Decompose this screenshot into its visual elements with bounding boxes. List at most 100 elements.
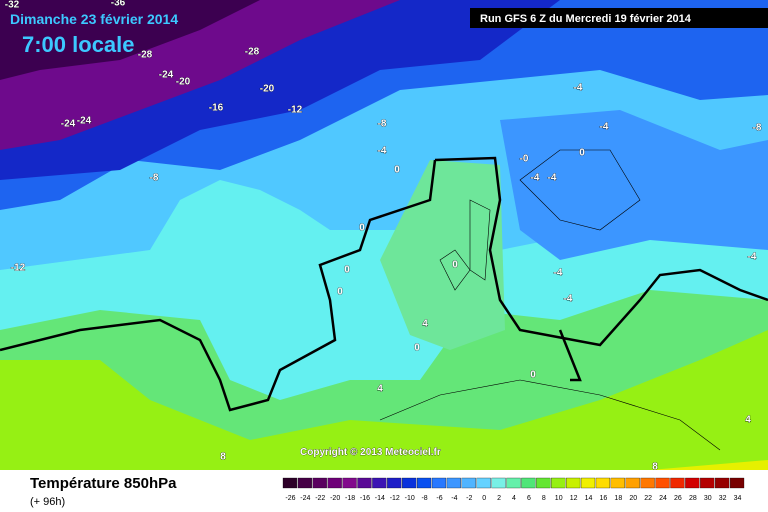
legend-swatch: [566, 477, 581, 489]
contour-label: -24: [61, 119, 76, 130]
legend-label: -4: [451, 495, 457, 502]
legend-label: 18: [614, 495, 622, 502]
legend-label: 24: [659, 495, 667, 502]
legend-swatch: [521, 477, 536, 489]
legend-label: 26: [674, 495, 682, 502]
contour-label: -28: [245, 47, 260, 58]
contour-label: -20: [260, 84, 275, 95]
legend-swatch: [431, 477, 447, 489]
legend-label: -24: [300, 495, 310, 502]
contour-label: 8: [652, 462, 658, 473]
legend-swatch: [729, 477, 745, 489]
contour-label: -8: [150, 173, 159, 184]
legend-label: -8: [421, 495, 427, 502]
legend-label: 12: [570, 495, 578, 502]
legend-label: -16: [360, 495, 370, 502]
footer-lead: (+ 96h): [30, 496, 65, 508]
legend-swatch: [655, 477, 670, 489]
legend-label: -14: [375, 495, 385, 502]
contour-label: 0: [337, 287, 343, 298]
legend-label: 20: [629, 495, 637, 502]
contour-label: 4: [377, 384, 383, 395]
legend-swatch: [536, 477, 551, 489]
zone-m28: [0, 0, 260, 80]
contour-label: 8: [220, 452, 226, 463]
contour-label: -4: [531, 173, 540, 184]
legend-swatch: [670, 477, 685, 489]
legend-label: -6: [436, 495, 442, 502]
contour-label: -24: [159, 70, 174, 81]
legend-swatch: [625, 477, 640, 489]
legend-label: 34: [734, 495, 742, 502]
legend-swatch: [327, 477, 342, 489]
legend-swatch: [446, 477, 461, 489]
contour-label: -8: [378, 119, 387, 130]
legend-swatch: [700, 477, 715, 489]
contour-label: 0: [359, 223, 365, 234]
legend-swatch: [357, 477, 372, 489]
contour-label: -20: [176, 77, 191, 88]
legend-swatch: [715, 477, 730, 489]
legend-label: -22: [315, 495, 325, 502]
legend-swatch: [416, 477, 432, 489]
legend-swatch: [640, 477, 655, 489]
contour-label: 0: [452, 260, 458, 271]
contour-label: 0: [344, 265, 350, 276]
contour-label: 0: [579, 148, 585, 159]
contour-label: -4: [600, 122, 609, 133]
legend-label: 14: [585, 495, 593, 502]
legend-label: 30: [704, 495, 712, 502]
legend-swatch: [685, 477, 700, 489]
contour-label: -12: [11, 263, 26, 274]
contour-label: -4: [378, 146, 387, 157]
legend-label: -12: [390, 495, 400, 502]
date-text: Dimanche 23 février 2014: [10, 11, 178, 27]
contour-label: 0: [414, 343, 420, 354]
contour-label: -4: [554, 268, 563, 279]
legend-swatch: [372, 477, 387, 489]
legend-swatch: [282, 477, 298, 489]
time-text: 7:00 locale: [22, 32, 135, 57]
copyright: Copyright © 2013 Meteociel.fr: [300, 447, 441, 458]
footer-title: Température 850hPa: [30, 475, 177, 492]
zero-contour: [0, 156, 768, 412]
footer-bg: [0, 470, 768, 512]
legend-label: 6: [527, 495, 531, 502]
legend-swatch: [551, 477, 566, 489]
coastlines: [379, 149, 721, 451]
legend-label: -2: [466, 495, 472, 502]
legend-label: 0: [482, 495, 486, 502]
legend-swatch: [387, 477, 402, 489]
run-text: Run GFS 6 Z du Mercredi 19 février 2014: [480, 13, 692, 25]
legend-swatch: [402, 477, 417, 489]
legend-label: 2: [497, 495, 501, 502]
legend-swatch: [580, 477, 596, 489]
legend-swatch: [476, 477, 491, 489]
legend-label: 32: [719, 495, 727, 502]
legend-swatch: [506, 477, 521, 489]
legend-swatch: [297, 477, 312, 489]
legend-swatch: [491, 477, 506, 489]
legend-label: 4: [512, 495, 516, 502]
legend-swatch: [342, 477, 357, 489]
contour-label: -4: [748, 252, 757, 263]
legend-label: -10: [405, 495, 415, 502]
legend-swatch: [595, 477, 611, 489]
contour-label: -16: [209, 103, 224, 114]
legend-label: 28: [689, 495, 697, 502]
contour-label: -28: [138, 50, 153, 61]
contour-label: 4: [745, 415, 751, 426]
run-box: [470, 8, 768, 28]
contour-label: 4: [422, 319, 428, 330]
contour-label: -32: [5, 0, 20, 11]
legend-label: 16: [600, 495, 608, 502]
contour-label: -36: [111, 0, 126, 9]
contour-label: -4: [574, 83, 583, 94]
contour-label: -4: [548, 173, 557, 184]
contour-label: -0: [520, 154, 529, 165]
contour-label: -12: [288, 105, 303, 116]
zone-m4: [500, 110, 768, 260]
legend-label: 8: [542, 495, 546, 502]
legend-label: -20: [330, 495, 340, 502]
